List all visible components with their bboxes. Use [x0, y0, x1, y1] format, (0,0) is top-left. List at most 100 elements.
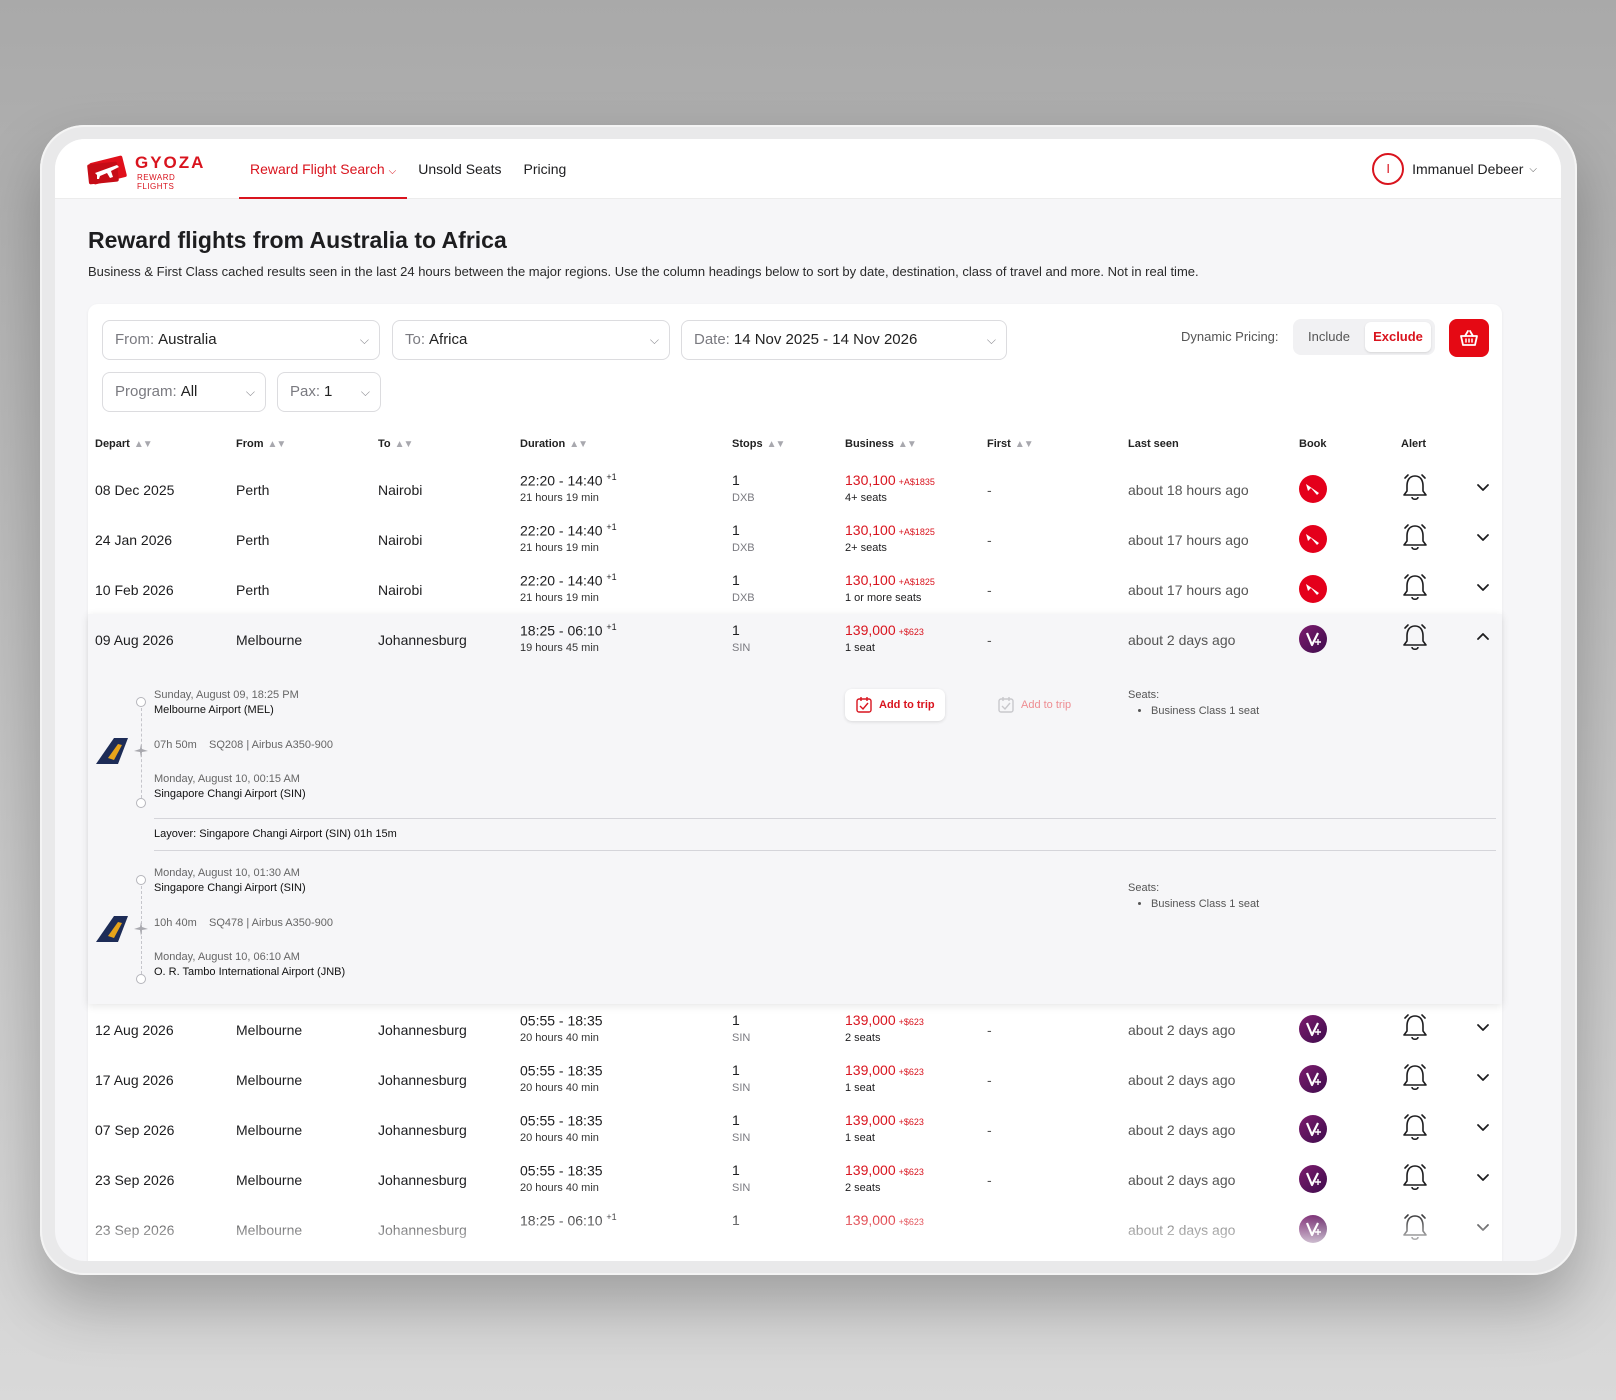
table-row[interactable]: 09 Aug 2026 Melbourne Johannesburg 18:25 - … — [88, 614, 1502, 664]
chevron-down-icon[interactable] — [1476, 1070, 1490, 1084]
sort-stops[interactable]: Stops ▲▼ — [732, 438, 785, 450]
tax-amount: +$623 — [898, 1117, 924, 1127]
to-city: Nairobi — [378, 582, 423, 598]
points-price: 139,000 — [845, 1162, 896, 1178]
tax-amount: +A$1825 — [898, 577, 935, 587]
depart-date: 10 Feb 2026 — [95, 582, 174, 598]
book-velocity-logo[interactable] — [1299, 1015, 1327, 1043]
pax-label: Pax: — [290, 383, 321, 400]
book-velocity-logo[interactable] — [1299, 1115, 1327, 1143]
table-row[interactable]: 12 Aug 2026 Melbourne Johannesburg 05:55 - … — [88, 1004, 1502, 1054]
alert-bell-icon[interactable] — [1401, 622, 1429, 652]
seats-available: 1 seat — [845, 1082, 875, 1094]
calendar-add-icon — [856, 697, 872, 713]
sort-first[interactable]: First ▲▼ — [987, 438, 1034, 450]
exclude-button[interactable]: Exclude — [1365, 322, 1431, 352]
nav-unsold-seats[interactable]: Unsold Seats — [407, 139, 512, 199]
points-price: 139,000 — [845, 1012, 896, 1028]
basket-button[interactable] — [1449, 319, 1489, 357]
chevron-down-icon[interactable] — [1476, 580, 1490, 594]
from-city: Melbourne — [236, 1122, 303, 1138]
chevron-down-icon[interactable] — [1476, 1170, 1490, 1184]
seats-item: Business Class 1 seat — [1151, 705, 1259, 717]
from-select[interactable]: From: Australia ⌵ — [102, 320, 380, 360]
duration: 20 hours 40 min — [520, 1032, 599, 1044]
nav-pricing[interactable]: Pricing — [513, 139, 578, 199]
sort-depart[interactable]: Depart ▲▼ — [95, 438, 153, 450]
sort-to[interactable]: To ▲▼ — [378, 438, 413, 450]
app-screen: GYOZA REWARD FLIGHTS Reward Flight Searc… — [55, 139, 1561, 1261]
sort-duration[interactable]: Duration ▲▼ — [520, 438, 588, 450]
book-velocity-logo[interactable] — [1299, 1065, 1327, 1093]
alert-bell-icon[interactable] — [1401, 1062, 1429, 1092]
seats-available: 2 seats — [845, 1032, 881, 1044]
first-price: - — [987, 632, 992, 648]
brand-tagline: REWARD FLIGHTS — [137, 173, 176, 191]
book-velocity-logo[interactable] — [1299, 625, 1327, 653]
depart-date: 07 Sep 2026 — [95, 1122, 175, 1138]
table-row[interactable]: 08 Dec 2025 Perth Nairobi 22:20 - 14:40 +1 2… — [88, 464, 1502, 514]
alert-bell-icon[interactable] — [1401, 1012, 1429, 1042]
program-select[interactable]: Program: All ⌵ — [102, 372, 266, 412]
chevron-down-icon[interactable] — [1476, 480, 1490, 494]
nav-reward-flight-search[interactable]: Reward Flight Search ⌵ — [239, 139, 408, 199]
to-select[interactable]: To: Africa ⌵ — [392, 320, 670, 360]
book-qantas-logo[interactable] — [1299, 475, 1327, 503]
include-button[interactable]: Include — [1308, 329, 1350, 344]
table-row[interactable]: 23 Sep 2026 Melbourne Johannesburg 05:55 - … — [88, 1154, 1502, 1204]
pax-select[interactable]: Pax: 1 ⌵ — [277, 372, 381, 412]
header-label: Depart — [95, 438, 130, 450]
table-row[interactable]: 24 Jan 2026 Perth Nairobi 22:20 - 14:40 +1 2… — [88, 514, 1502, 564]
sort-icon: ▲▼ — [133, 439, 153, 450]
user-name: Immanuel Debeer — [1412, 161, 1524, 177]
stop-airport: SIN — [732, 1082, 751, 1094]
dynamic-pricing-toggle: Include Exclude — [1293, 319, 1435, 355]
seats-available: 2+ seats — [845, 542, 887, 554]
alert-bell-icon[interactable] — [1401, 572, 1429, 602]
to-city: Johannesburg — [378, 1022, 467, 1038]
table-row[interactable]: 17 Aug 2026 Melbourne Johannesburg 05:55 - … — [88, 1054, 1502, 1104]
stops-count: 1 — [732, 1012, 740, 1028]
page-description: Business & First Class cached results se… — [88, 264, 1199, 279]
sort-from[interactable]: From ▲▼ — [236, 438, 286, 450]
from-value: Australia — [158, 331, 217, 348]
add-to-trip-business-button[interactable]: Add to trip — [845, 689, 945, 721]
alert-bell-icon[interactable] — [1401, 522, 1429, 552]
chevron-down-icon: ⌵ — [245, 385, 255, 399]
segment-flight-info: 07h 50m SQ208 | Airbus A350-900 — [154, 739, 333, 751]
points-price: 139,000 — [845, 622, 896, 638]
chevron-down-icon[interactable] — [1476, 1020, 1490, 1034]
first-price: - — [987, 1172, 992, 1188]
business-price: 139,000+$623 — [845, 1012, 924, 1028]
duration: 21 hours 19 min — [520, 542, 599, 554]
sort-business[interactable]: Business ▲▼ — [845, 438, 917, 450]
points-price: 130,100 — [845, 472, 896, 488]
alert-bell-icon[interactable] — [1401, 1162, 1429, 1192]
book-qantas-logo[interactable] — [1299, 525, 1327, 553]
chevron-up-icon[interactable] — [1476, 630, 1490, 644]
from-city: Perth — [236, 582, 270, 598]
ticket-plane-icon — [87, 155, 127, 185]
time-range: 18:25 - 06:10 — [520, 622, 603, 639]
chevron-down-icon[interactable] — [1476, 530, 1490, 544]
brand-logo[interactable]: GYOZA REWARD FLIGHTS — [87, 151, 212, 191]
header-label: Stops — [732, 438, 763, 450]
date-range-select[interactable]: Date: 14 Nov 2025 - 14 Nov 2026 ⌵ — [681, 320, 1007, 360]
book-velocity-logo[interactable] — [1299, 1165, 1327, 1193]
seats-available: 4+ seats — [845, 492, 887, 504]
chevron-down-icon[interactable] — [1476, 1120, 1490, 1134]
layover-divider-bottom — [154, 850, 1496, 851]
sort-icon: ▲▼ — [1014, 439, 1034, 450]
to-city: Nairobi — [378, 482, 423, 498]
segment-departure-airport: Melbourne Airport (MEL) — [154, 704, 274, 716]
alert-bell-icon[interactable] — [1401, 1112, 1429, 1142]
alert-bell-icon[interactable] — [1401, 472, 1429, 502]
table-row[interactable]: 07 Sep 2026 Melbourne Johannesburg 05:55 - … — [88, 1104, 1502, 1154]
user-menu[interactable]: I Immanuel Debeer ⌵ — [1372, 152, 1537, 186]
stops-count: 1 — [732, 572, 740, 588]
add-to-trip-first-button[interactable]: Add to trip — [987, 689, 1081, 721]
day-offset: +1 — [606, 572, 617, 582]
from-label: From: — [115, 331, 155, 348]
book-qantas-logo[interactable] — [1299, 575, 1327, 603]
table-row[interactable]: 10 Feb 2026 Perth Nairobi 22:20 - 14:40 +1 2… — [88, 564, 1502, 614]
